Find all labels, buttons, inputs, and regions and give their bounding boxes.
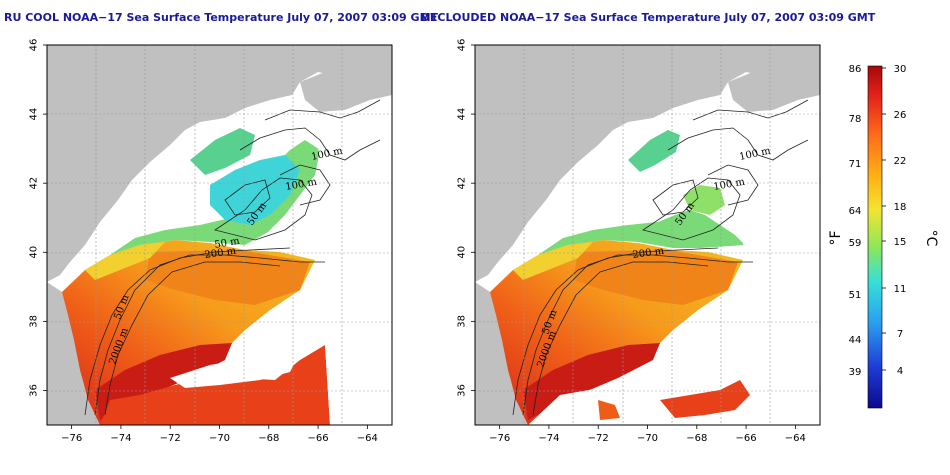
x-tick-label: −64 (357, 433, 378, 444)
cloud-gap (325, 345, 392, 425)
colorbar-c-tick: 18 (894, 202, 907, 213)
colorbar-c-tick: 11 (894, 284, 907, 295)
map-left: RU COOL NOAA−17 Sea Surface Temperature … (4, 11, 439, 444)
y-axis: 36 38 40 42 44 46 (29, 39, 47, 397)
x-tick-label: −76 (61, 433, 82, 444)
y-tick-label: 44 (457, 108, 468, 121)
colorbar-c-ticks: 30 26 22 18 15 11 7 4 (882, 64, 906, 377)
map-title: DECLOUDED NOAA−17 Sea Surface Temperatur… (421, 11, 876, 24)
contour-label: 50 m (214, 236, 241, 251)
colorbar-c-tick: 22 (894, 156, 907, 167)
x-tick-label: −68 (686, 433, 707, 444)
unit-celsius-label: °C (923, 230, 939, 247)
land-mass (475, 45, 820, 282)
cloud-gap (255, 98, 392, 270)
contour-label: 200 m (204, 246, 237, 261)
grid-lines (475, 45, 820, 425)
colorbar-f-tick: 86 (849, 64, 862, 75)
cloud-gap (170, 350, 300, 388)
x-tick-label: −70 (637, 433, 658, 444)
colorbar-f-tick: 71 (849, 159, 862, 170)
sst-field (145, 250, 310, 305)
colorbar-f-tick: 39 (849, 367, 862, 378)
land-mass (475, 282, 528, 425)
x-tick-label: −64 (785, 433, 806, 444)
y-tick-label: 46 (29, 39, 40, 52)
sst-field (85, 242, 165, 280)
sst-field (573, 250, 738, 305)
colorbar-gradient (867, 65, 883, 409)
y-tick-label: 38 (457, 315, 468, 328)
colorbar-f-tick: 51 (849, 290, 862, 301)
sst-field (538, 210, 745, 255)
map-right: DECLOUDED NOAA−17 Sea Surface Temperatur… (421, 11, 876, 444)
sst-field (210, 155, 300, 225)
y-tick-label: 44 (29, 108, 40, 121)
map-title: RU COOL NOAA−17 Sea Surface Temperature … (4, 11, 439, 24)
y-tick-label: 36 (457, 384, 468, 397)
colorbar-f-tick: 44 (849, 335, 862, 346)
sst-field (190, 128, 255, 175)
sst-field (513, 242, 593, 280)
y-tick-label: 46 (457, 39, 468, 52)
x-axis: −76 −74 −72 −70 −68 −66 −64 (61, 425, 378, 444)
cloud-gap (683, 98, 820, 270)
x-tick-label: −68 (258, 433, 279, 444)
x-tick-label: −66 (308, 433, 329, 444)
sst-field (660, 380, 750, 418)
land-mass (47, 45, 392, 282)
y-axis: 36 38 40 42 44 46 (457, 39, 475, 397)
bathymetry-contours (84, 99, 381, 416)
y-tick-label: 42 (29, 177, 40, 190)
y-tick-label: 40 (29, 246, 40, 259)
x-tick-label: −70 (209, 433, 230, 444)
x-axis: −76 −74 −72 −70 −68 −66 −64 (489, 425, 806, 444)
x-tick-label: −72 (588, 433, 609, 444)
y-tick-label: 38 (29, 315, 40, 328)
land-mass (728, 58, 820, 112)
sst-field (683, 185, 725, 215)
colorbar-c-tick: 15 (894, 237, 907, 248)
colorbar-c-tick: 4 (897, 366, 903, 377)
x-tick-label: −74 (538, 433, 559, 444)
sst-field (110, 140, 320, 255)
y-tick-label: 40 (457, 246, 468, 259)
colorbar-f-ticks: 86 78 71 64 59 51 44 39 (849, 64, 862, 378)
contour-label: 200 m (632, 246, 665, 261)
colorbar-c-tick: 30 (894, 64, 907, 75)
grid-lines (47, 45, 392, 425)
land-mass (300, 58, 392, 112)
colorbar-f-tick: 78 (849, 114, 862, 125)
y-tick-label: 36 (29, 384, 40, 397)
cloud-gap (640, 168, 700, 198)
colorbar-c-tick: 26 (894, 110, 907, 121)
sst-field (628, 130, 680, 172)
bathymetry-contours (512, 99, 809, 416)
x-tick-label: −72 (160, 433, 181, 444)
unit-fahrenheit-label: °F (828, 230, 844, 245)
colorbar-f-tick: 59 (849, 238, 862, 249)
colorbar-f-tick: 64 (849, 206, 862, 217)
x-tick-label: −66 (736, 433, 757, 444)
colorbar: 86 78 71 64 59 51 44 39 30 26 22 18 15 11 7 4 °F °C (828, 64, 939, 409)
x-tick-label: −74 (110, 433, 131, 444)
y-tick-label: 42 (457, 177, 468, 190)
x-tick-label: −76 (489, 433, 510, 444)
sst-field (598, 400, 620, 420)
colorbar-c-tick: 7 (897, 329, 903, 340)
land-mass (47, 282, 100, 425)
